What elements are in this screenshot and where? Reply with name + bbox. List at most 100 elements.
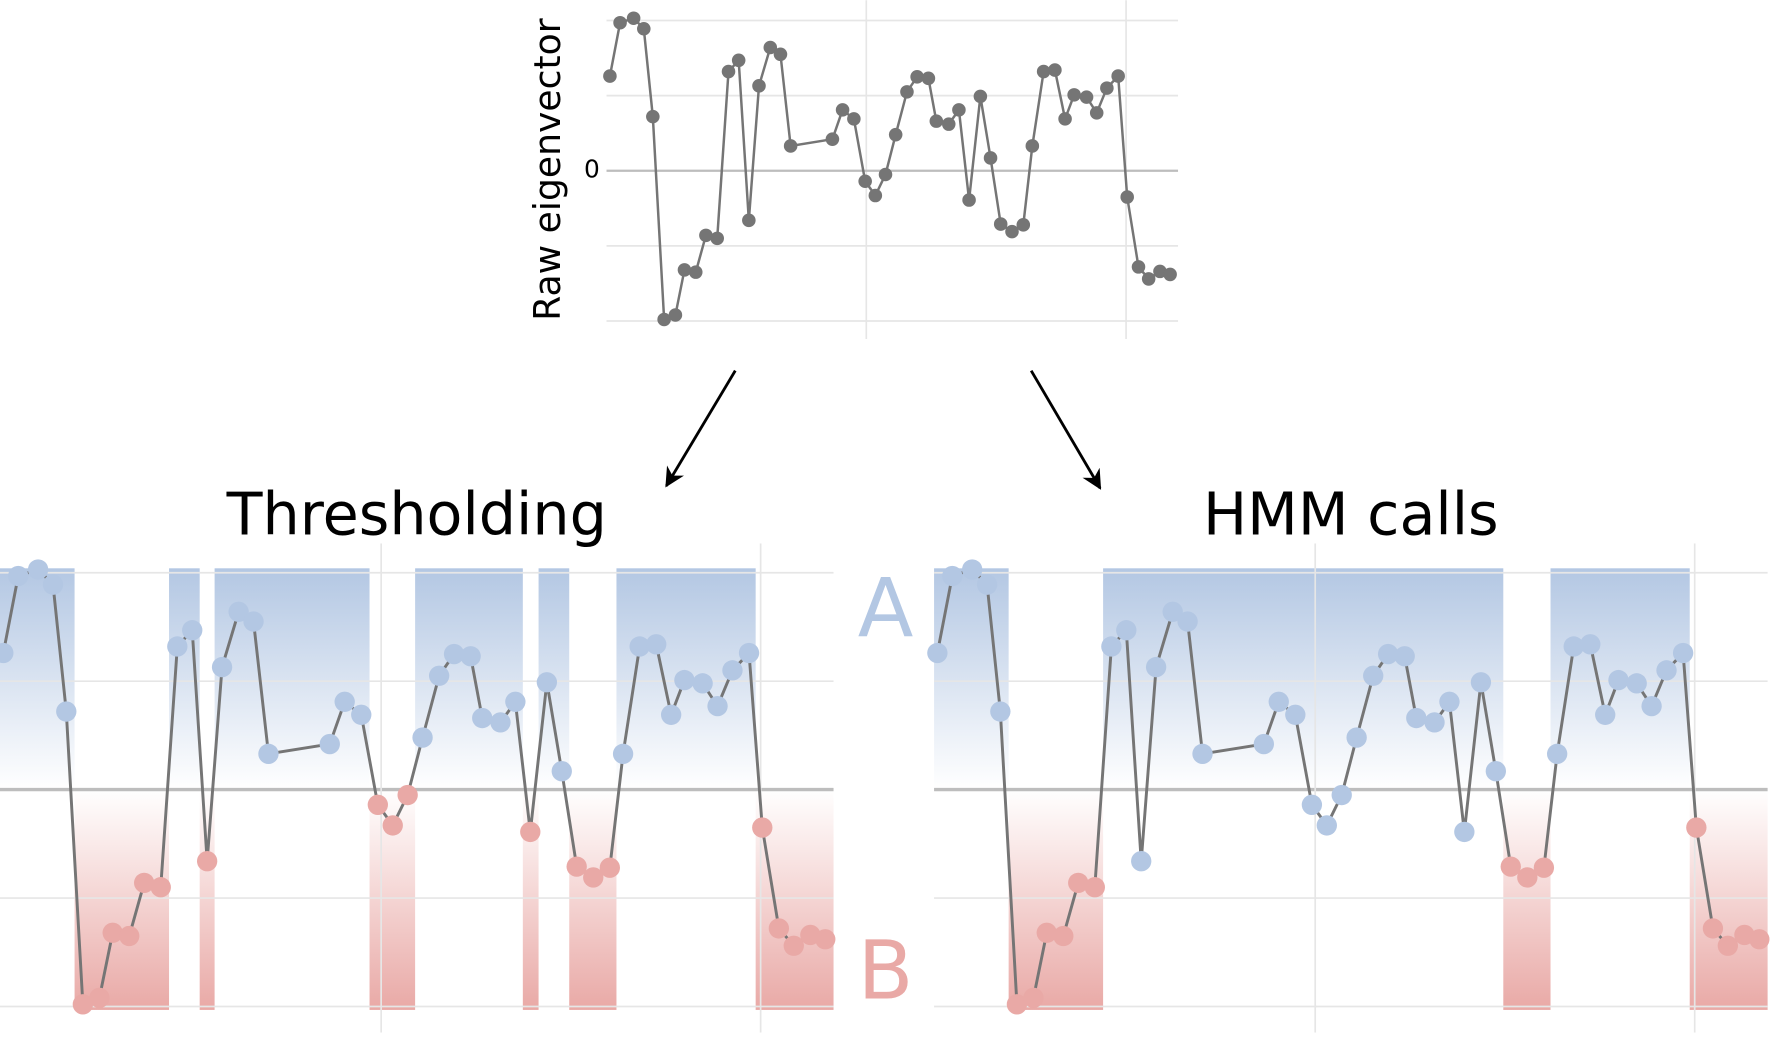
data-point xyxy=(551,761,572,782)
data-point xyxy=(351,704,372,725)
data-point xyxy=(921,71,936,86)
data-point xyxy=(815,929,836,950)
state-band xyxy=(1503,789,1551,1010)
data-point xyxy=(1268,691,1289,712)
data-point xyxy=(738,642,760,664)
data-point xyxy=(1016,218,1031,232)
data-point xyxy=(637,21,651,36)
legend-label: A xyxy=(858,562,914,656)
data-point xyxy=(783,935,804,956)
data-point xyxy=(752,79,766,93)
data-point xyxy=(1163,267,1177,282)
data-point xyxy=(613,15,627,30)
data-point xyxy=(973,89,988,104)
data-point xyxy=(42,574,64,595)
data-point xyxy=(1702,918,1724,939)
data-point xyxy=(505,691,526,712)
data-point xyxy=(1485,761,1507,782)
data-point xyxy=(783,139,798,153)
data-point xyxy=(412,727,433,748)
data-point xyxy=(835,103,850,117)
data-point xyxy=(1131,260,1146,274)
data-point xyxy=(228,601,249,622)
data-point xyxy=(722,660,743,681)
data-point xyxy=(858,174,872,189)
y-tick-label: 0 xyxy=(584,155,600,184)
data-point xyxy=(1048,63,1062,77)
data-point xyxy=(1406,707,1427,729)
data-point xyxy=(1084,877,1105,898)
data-point xyxy=(603,69,617,83)
data-point xyxy=(1717,935,1739,956)
data-point xyxy=(660,704,682,725)
data-point xyxy=(1656,660,1677,681)
data-point xyxy=(952,103,966,117)
data-point xyxy=(258,743,279,764)
data-point xyxy=(490,712,511,733)
data-point xyxy=(752,817,773,838)
data-point xyxy=(942,565,963,587)
state-band xyxy=(214,568,370,790)
data-point xyxy=(1023,987,1044,1008)
data-point xyxy=(443,643,465,665)
data-point xyxy=(962,559,983,580)
arrow xyxy=(665,369,737,488)
data-point xyxy=(1153,264,1167,279)
data-point xyxy=(1101,636,1122,657)
data-point xyxy=(334,691,355,712)
data-point xyxy=(472,707,493,729)
y-axis-label: Raw eigenvector xyxy=(526,18,569,321)
data-point xyxy=(243,611,264,632)
data-point xyxy=(1608,669,1629,691)
data-point xyxy=(674,669,695,691)
data-point xyxy=(929,114,944,128)
data-point xyxy=(707,695,728,717)
data-point xyxy=(962,193,976,207)
data-point xyxy=(721,64,736,79)
data-point xyxy=(710,231,724,246)
data-point xyxy=(825,132,840,146)
data-point xyxy=(688,265,703,279)
data-point xyxy=(626,11,641,25)
data-point xyxy=(1089,106,1104,120)
data-point xyxy=(583,867,604,888)
data-point xyxy=(150,877,171,898)
data-point xyxy=(927,642,948,664)
data-point xyxy=(1363,665,1384,686)
data-point xyxy=(1346,727,1367,748)
state-band xyxy=(74,789,170,1010)
data-point xyxy=(1439,691,1460,712)
data-point xyxy=(319,733,340,755)
data-point xyxy=(1641,695,1662,717)
data-point xyxy=(773,47,788,62)
data-point xyxy=(731,53,746,68)
data-point xyxy=(1580,634,1601,655)
data-point xyxy=(1377,643,1399,665)
data-point xyxy=(397,784,418,806)
data-point xyxy=(566,856,587,877)
data-point xyxy=(900,85,914,99)
data-point xyxy=(1749,929,1770,950)
data-point xyxy=(1036,64,1051,79)
data-point xyxy=(868,188,883,203)
data-point xyxy=(1331,784,1352,806)
data-point xyxy=(1162,601,1183,622)
data-point xyxy=(1563,636,1584,657)
data-point xyxy=(910,70,924,84)
data-point xyxy=(211,656,233,678)
data-point xyxy=(668,308,683,322)
data-point xyxy=(742,213,756,228)
data-point xyxy=(1394,646,1415,667)
data-point xyxy=(976,574,998,595)
data-point xyxy=(1053,925,1074,947)
data-point xyxy=(1079,90,1094,104)
state-band xyxy=(199,789,215,1010)
data-point xyxy=(677,263,692,277)
data-point xyxy=(102,922,123,943)
data-point xyxy=(1533,857,1555,878)
data-point xyxy=(1120,190,1134,204)
legend-label: B xyxy=(858,924,914,1018)
data-point xyxy=(1058,112,1072,126)
state-band xyxy=(1008,789,1104,1010)
data-point xyxy=(536,672,558,693)
